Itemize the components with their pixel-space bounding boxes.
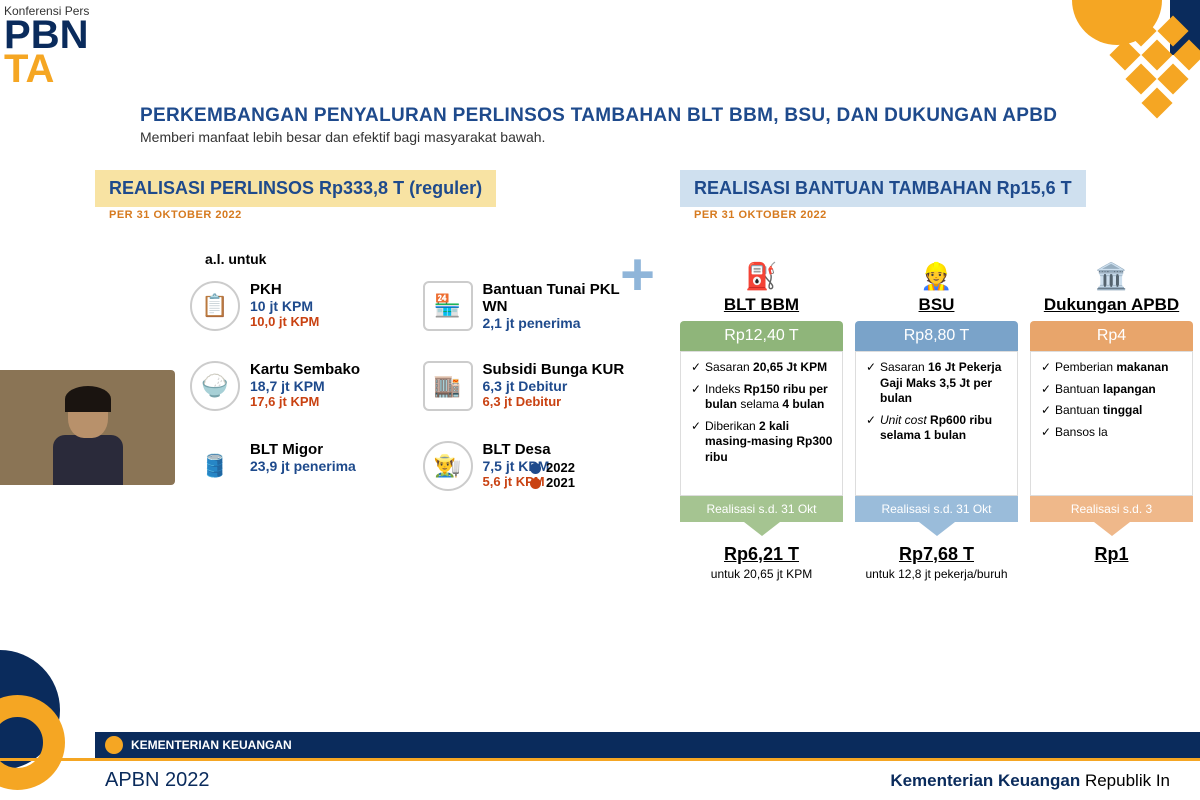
- bottom-left-text: APBN 2022: [105, 769, 210, 792]
- speaker-photo: [0, 370, 175, 485]
- title-section: PERKEMBANGAN PENYALURAN PERLINSOS TAMBAH…: [140, 105, 1180, 145]
- bottom-left-decoration: [0, 650, 60, 770]
- card-result: Rp6,21 T untuk 20,65 jt KPM: [680, 544, 843, 581]
- year-legend: 2022 2021: [530, 460, 575, 490]
- bottom-line: APBN 2022 Kementerian Keuangan Republik …: [0, 758, 1200, 800]
- panel-tambahan-heading: REALISASI BANTUAN TAMBAHAN Rp15,6 T: [680, 170, 1086, 207]
- card-icon: 👷: [855, 261, 1018, 295]
- panel-tambahan: REALISASI BANTUAN TAMBAHAN Rp15,6 T PER …: [680, 170, 1200, 581]
- card-body: Pemberian makanan Bantuan lapangan Bantuan…: [1030, 351, 1193, 496]
- program-value-2022: 10 jt KPM: [250, 298, 319, 314]
- legend-dot-2021: [530, 478, 541, 489]
- card-list-item: Unit cost Rp600 ribu selama 1 bulan: [866, 413, 1011, 444]
- legend-dot-2022: [530, 463, 541, 474]
- card-list-item: Sasaran 20,65 Jt KPM: [691, 360, 836, 376]
- program-name: Kartu Sembako: [250, 361, 360, 378]
- program-value-2021: 6,3 jt Debitur: [483, 394, 625, 409]
- bottom-right-text: Kementerian Keuangan Republik In: [890, 771, 1170, 791]
- program-icon: 📋: [190, 281, 240, 331]
- card-list-item: Bansos la: [1041, 425, 1186, 441]
- program-icon: 🏪: [423, 281, 473, 331]
- page-title: PERKEMBANGAN PENYALURAN PERLINSOS TAMBAH…: [140, 105, 1180, 127]
- card-body: Sasaran 20,65 Jt KPM Indeks Rp150 ribu pe…: [680, 351, 843, 496]
- card-list-item: Sasaran 16 Jt Pekerja Gaji Maks 3,5 Jt p…: [866, 360, 1011, 407]
- card-amount-header: Rp12,40 T: [680, 321, 843, 351]
- tambahan-card: ⛽BLT BBM Rp12,40 T Sasaran 20,65 Jt KPM Ind…: [680, 261, 843, 581]
- al-untuk-label: a.l. untuk: [205, 251, 625, 267]
- program-value-2022: 6,3 jt Debitur: [483, 378, 625, 394]
- program-name: BLT Migor: [250, 441, 356, 458]
- card-title: Dukungan APBD: [1030, 295, 1193, 315]
- program-name: Subsidi Bunga KUR: [483, 361, 625, 378]
- program-value-2021: 17,6 jt KPM: [250, 394, 360, 409]
- program-value-2022: 18,7 jt KPM: [250, 378, 360, 394]
- card-amount-header: Rp4: [1030, 321, 1193, 351]
- card-arrow-label: Realisasi s.d. 31 Okt: [855, 496, 1018, 522]
- tambahan-cards: ⛽BLT BBM Rp12,40 T Sasaran 20,65 Jt KPM Ind…: [680, 261, 1200, 581]
- ministry-label: KEMENTERIAN KEUANGAN: [131, 738, 292, 752]
- card-result-for: untuk 12,8 jt pekerja/buruh: [855, 567, 1018, 581]
- card-result-for: untuk 20,65 jt KPM: [680, 567, 843, 581]
- program-name: Bantuan Tunai PKL WN: [483, 281, 626, 315]
- program-icon: 🍚: [190, 361, 240, 411]
- apbn-logo: PBN TA: [0, 18, 120, 86]
- card-amount-header: Rp8,80 T: [855, 321, 1018, 351]
- ministry-logo-icon: [105, 736, 123, 754]
- card-arrow-label: Realisasi s.d. 3: [1030, 496, 1193, 522]
- panel-tambahan-date: PER 31 OKTOBER 2022: [680, 209, 1200, 221]
- program-item: 🏪 Bantuan Tunai PKL WN2,1 jt penerima: [423, 281, 626, 331]
- program-value-2021: 10,0 jt KPM: [250, 314, 319, 329]
- program-item: 📋 PKH10 jt KPM10,0 jt KPM: [190, 281, 393, 331]
- footer-ministry-bar: KEMENTERIAN KEUANGAN: [95, 732, 1200, 758]
- program-item: 🛢️ BLT Migor23,9 jt penerima: [190, 441, 393, 491]
- program-item: 👨‍🌾BLT Desa7,5 jt KPM5,6 jt KPM: [423, 441, 626, 491]
- card-title: BLT BBM: [680, 295, 843, 315]
- program-icon: 🏬: [423, 361, 473, 411]
- header-logo-block: Konferensi Pers PBN TA: [0, 0, 120, 86]
- program-name: PKH: [250, 281, 319, 298]
- program-item: 🏬Subsidi Bunga KUR6,3 jt Debitur6,3 jt D…: [423, 361, 626, 411]
- card-list-item: Bantuan tinggal: [1041, 403, 1186, 419]
- panel-reguler-date: PER 31 OKTOBER 2022: [95, 209, 625, 221]
- card-title: BSU: [855, 295, 1018, 315]
- card-result: Rp7,68 T untuk 12,8 jt pekerja/buruh: [855, 544, 1018, 581]
- card-list-item: Bantuan lapangan: [1041, 382, 1186, 398]
- card-icon: 🏛️: [1030, 261, 1193, 295]
- tambahan-card: 🏛️Dukungan APBD Rp4 Pemberian makanan Bantu…: [1030, 261, 1193, 581]
- program-name: BLT Desa: [483, 441, 551, 458]
- card-result-amount: Rp6,21 T: [680, 544, 843, 565]
- program-item: 🍚 Kartu Sembako18,7 jt KPM17,6 jt KPM: [190, 361, 393, 411]
- card-list-item: Diberikan 2 kali masing-masing Rp300 rib…: [691, 419, 836, 466]
- card-result-amount: Rp1: [1030, 544, 1193, 565]
- card-result: Rp1: [1030, 544, 1193, 565]
- page-subtitle: Memberi manfaat lebih besar dan efektif …: [140, 129, 1180, 145]
- card-arrow-label: Realisasi s.d. 31 Okt: [680, 496, 843, 522]
- program-icon: 🛢️: [190, 441, 240, 491]
- card-body: Sasaran 16 Jt Pekerja Gaji Maks 3,5 Jt p…: [855, 351, 1018, 496]
- card-icon: ⛽: [680, 261, 843, 295]
- tambahan-card: 👷BSU Rp8,80 T Sasaran 16 Jt Pekerja Gaji M…: [855, 261, 1018, 581]
- card-list-item: Indeks Rp150 ribu per bulan selama 4 bul…: [691, 382, 836, 413]
- card-result-amount: Rp7,68 T: [855, 544, 1018, 565]
- program-value-2022: 23,9 jt penerima: [250, 458, 356, 474]
- program-icon: 👨‍🌾: [423, 441, 473, 491]
- panel-reguler-heading: REALISASI PERLINSOS Rp333,8 T (reguler): [95, 170, 496, 207]
- card-list-item: Pemberian makanan: [1041, 360, 1186, 376]
- plus-icon: +: [620, 240, 655, 309]
- program-value-2022: 2,1 jt penerima: [483, 315, 626, 331]
